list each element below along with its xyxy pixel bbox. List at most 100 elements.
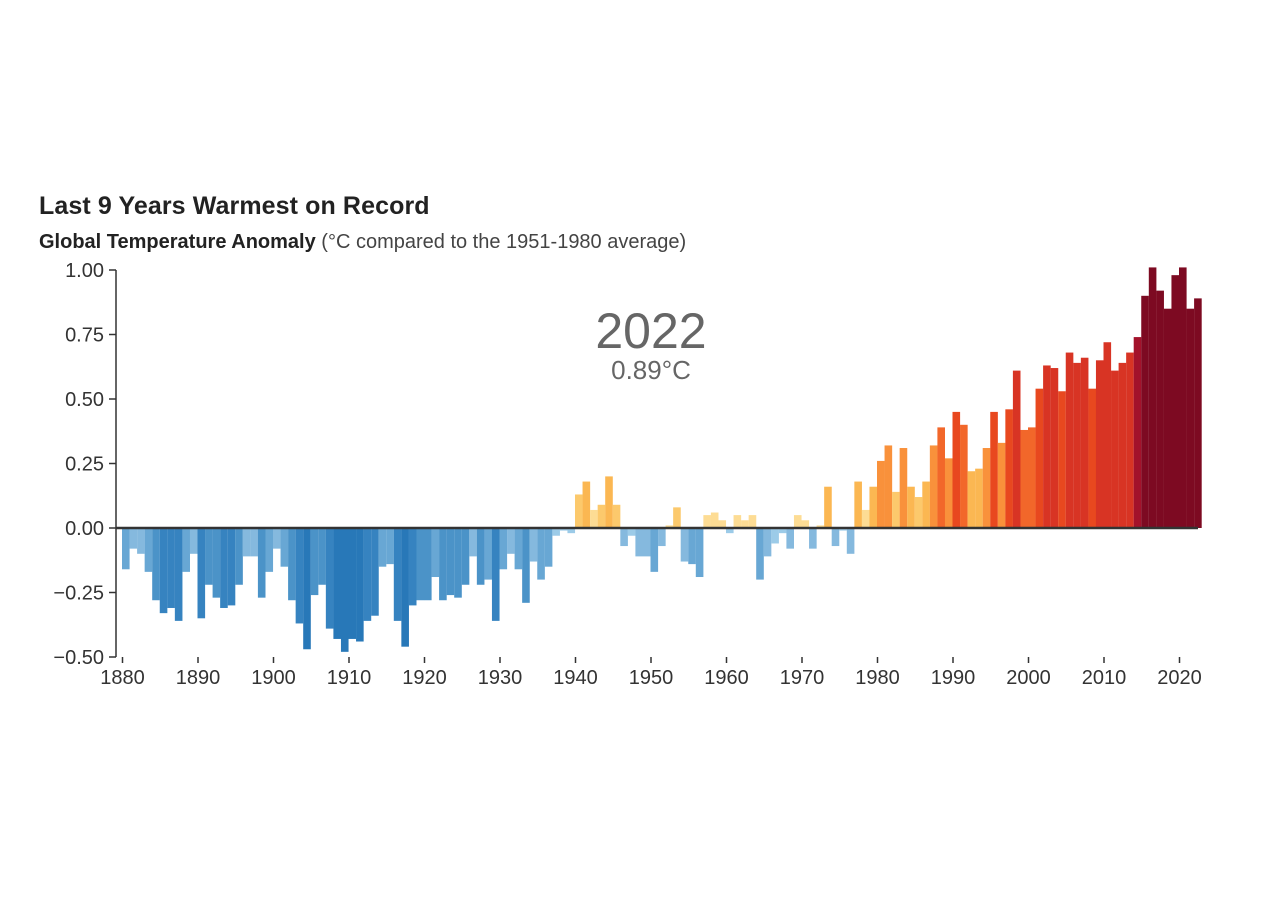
bar-1954 — [680, 528, 689, 562]
bar-1987 — [929, 445, 938, 528]
bar-1898 — [257, 528, 266, 598]
x-tick-label: 1910 — [327, 667, 372, 689]
bar-1988 — [937, 427, 945, 528]
bar-1946 — [620, 528, 628, 547]
bar-1971 — [809, 528, 817, 549]
bar-1940 — [575, 494, 583, 528]
bar-2015 — [1141, 295, 1149, 528]
chart-subtitle-metric: Global Temperature Anomaly — [39, 231, 316, 253]
bar-2009 — [1095, 360, 1104, 528]
bar-2014 — [1133, 337, 1142, 528]
bar-2020 — [1179, 267, 1187, 528]
bar-1968 — [786, 528, 794, 549]
bar-2012 — [1118, 362, 1127, 528]
bar-1910 — [348, 528, 357, 639]
bar-1996 — [997, 442, 1006, 528]
bar-2005 — [1065, 352, 1074, 528]
x-tick-label: 1920 — [402, 667, 447, 689]
bar-1897 — [250, 528, 258, 557]
bar-1997 — [1005, 409, 1013, 528]
bar-1900 — [273, 528, 281, 549]
bar-1990 — [952, 411, 961, 528]
bar-1969 — [793, 515, 802, 528]
bar-1912 — [363, 528, 372, 621]
bar-1956 — [695, 528, 704, 578]
bar-2019 — [1171, 275, 1180, 528]
bar-1981 — [884, 445, 893, 528]
x-axis-ticks: 1880 1890 1900 1910 1920 1930 1940 1950 1960 1970… — [100, 657, 1202, 689]
bar-1993 — [975, 468, 983, 528]
bar-1952 — [665, 525, 674, 528]
bar-1983 — [899, 448, 908, 528]
bar-1920 — [424, 528, 432, 601]
bar-1989 — [944, 458, 953, 528]
bar-1950 — [650, 528, 659, 572]
bar-1880 — [122, 528, 130, 570]
bar-1888 — [182, 528, 190, 572]
bar-1901 — [280, 528, 289, 567]
bar-2002 — [1043, 365, 1051, 528]
bar-1896 — [242, 528, 251, 557]
bar-1963 — [748, 515, 757, 528]
bar-1980 — [877, 460, 885, 528]
bar-1937 — [552, 528, 560, 536]
bar-1972 — [816, 525, 825, 528]
bar-1948 — [635, 528, 643, 557]
bar-1994 — [982, 448, 991, 528]
bar-1922 — [439, 528, 447, 601]
bar-1966 — [771, 528, 779, 544]
bar-1921 — [431, 528, 440, 578]
chart-subtitle: Global Temperature Anomaly (°C compared … — [39, 231, 686, 254]
bar-1961 — [733, 515, 742, 528]
bar-2022 — [1194, 298, 1202, 528]
bar-2000 — [1028, 427, 1036, 528]
bar-1893 — [220, 528, 228, 608]
bar-1977 — [854, 481, 862, 528]
bar-1881 — [129, 528, 138, 549]
x-tick-label: 1900 — [251, 667, 296, 689]
bar-1958 — [710, 512, 719, 528]
bar-1973 — [824, 486, 832, 528]
bar-2004 — [1058, 391, 1066, 528]
bar-2016 — [1148, 267, 1157, 528]
y-axis-ticks: 1.00 0.75 0.50 0.25 0.00 −0.25 −0.50 — [53, 260, 116, 669]
x-tick-label: 1940 — [553, 667, 598, 689]
bar-1959 — [718, 520, 727, 528]
bar-2018 — [1163, 308, 1172, 528]
annotation-value: 0.89°C — [611, 355, 691, 385]
bar-1915 — [386, 528, 394, 565]
bar-1935 — [537, 528, 545, 580]
bar-1995 — [990, 411, 998, 528]
y-tick-label: 1.00 — [65, 260, 104, 282]
bar-1947 — [627, 528, 636, 536]
bar-1957 — [703, 515, 711, 528]
bar-1890 — [197, 528, 206, 619]
bar-1906 — [318, 528, 326, 585]
bar-1984 — [907, 486, 915, 528]
bar-1899 — [265, 528, 274, 572]
bar-1909 — [340, 528, 349, 652]
bar-1916 — [393, 528, 402, 621]
bar-1931 — [507, 528, 515, 554]
bar-1930 — [499, 528, 508, 570]
bar-1975 — [839, 528, 847, 531]
bar-1970 — [801, 520, 810, 528]
y-tick-label: −0.25 — [53, 583, 104, 605]
bar-1911 — [356, 528, 364, 642]
x-tick-label: 1970 — [780, 667, 825, 689]
bar-1907 — [325, 528, 334, 629]
bar-1955 — [688, 528, 696, 565]
x-tick-label: 1890 — [176, 667, 221, 689]
bar-1991 — [960, 424, 968, 528]
bar-1998 — [1012, 370, 1021, 528]
bar-1976 — [846, 528, 855, 554]
bar-1894 — [227, 528, 236, 606]
bar-1944 — [605, 476, 613, 528]
bar-1986 — [922, 481, 930, 528]
x-tick-label: 1880 — [100, 667, 145, 689]
x-tick-label: 1990 — [931, 667, 976, 689]
y-tick-label: 0.00 — [65, 518, 104, 540]
bar-2008 — [1088, 388, 1096, 528]
bar-2021 — [1186, 308, 1195, 528]
bar-2007 — [1080, 357, 1089, 528]
